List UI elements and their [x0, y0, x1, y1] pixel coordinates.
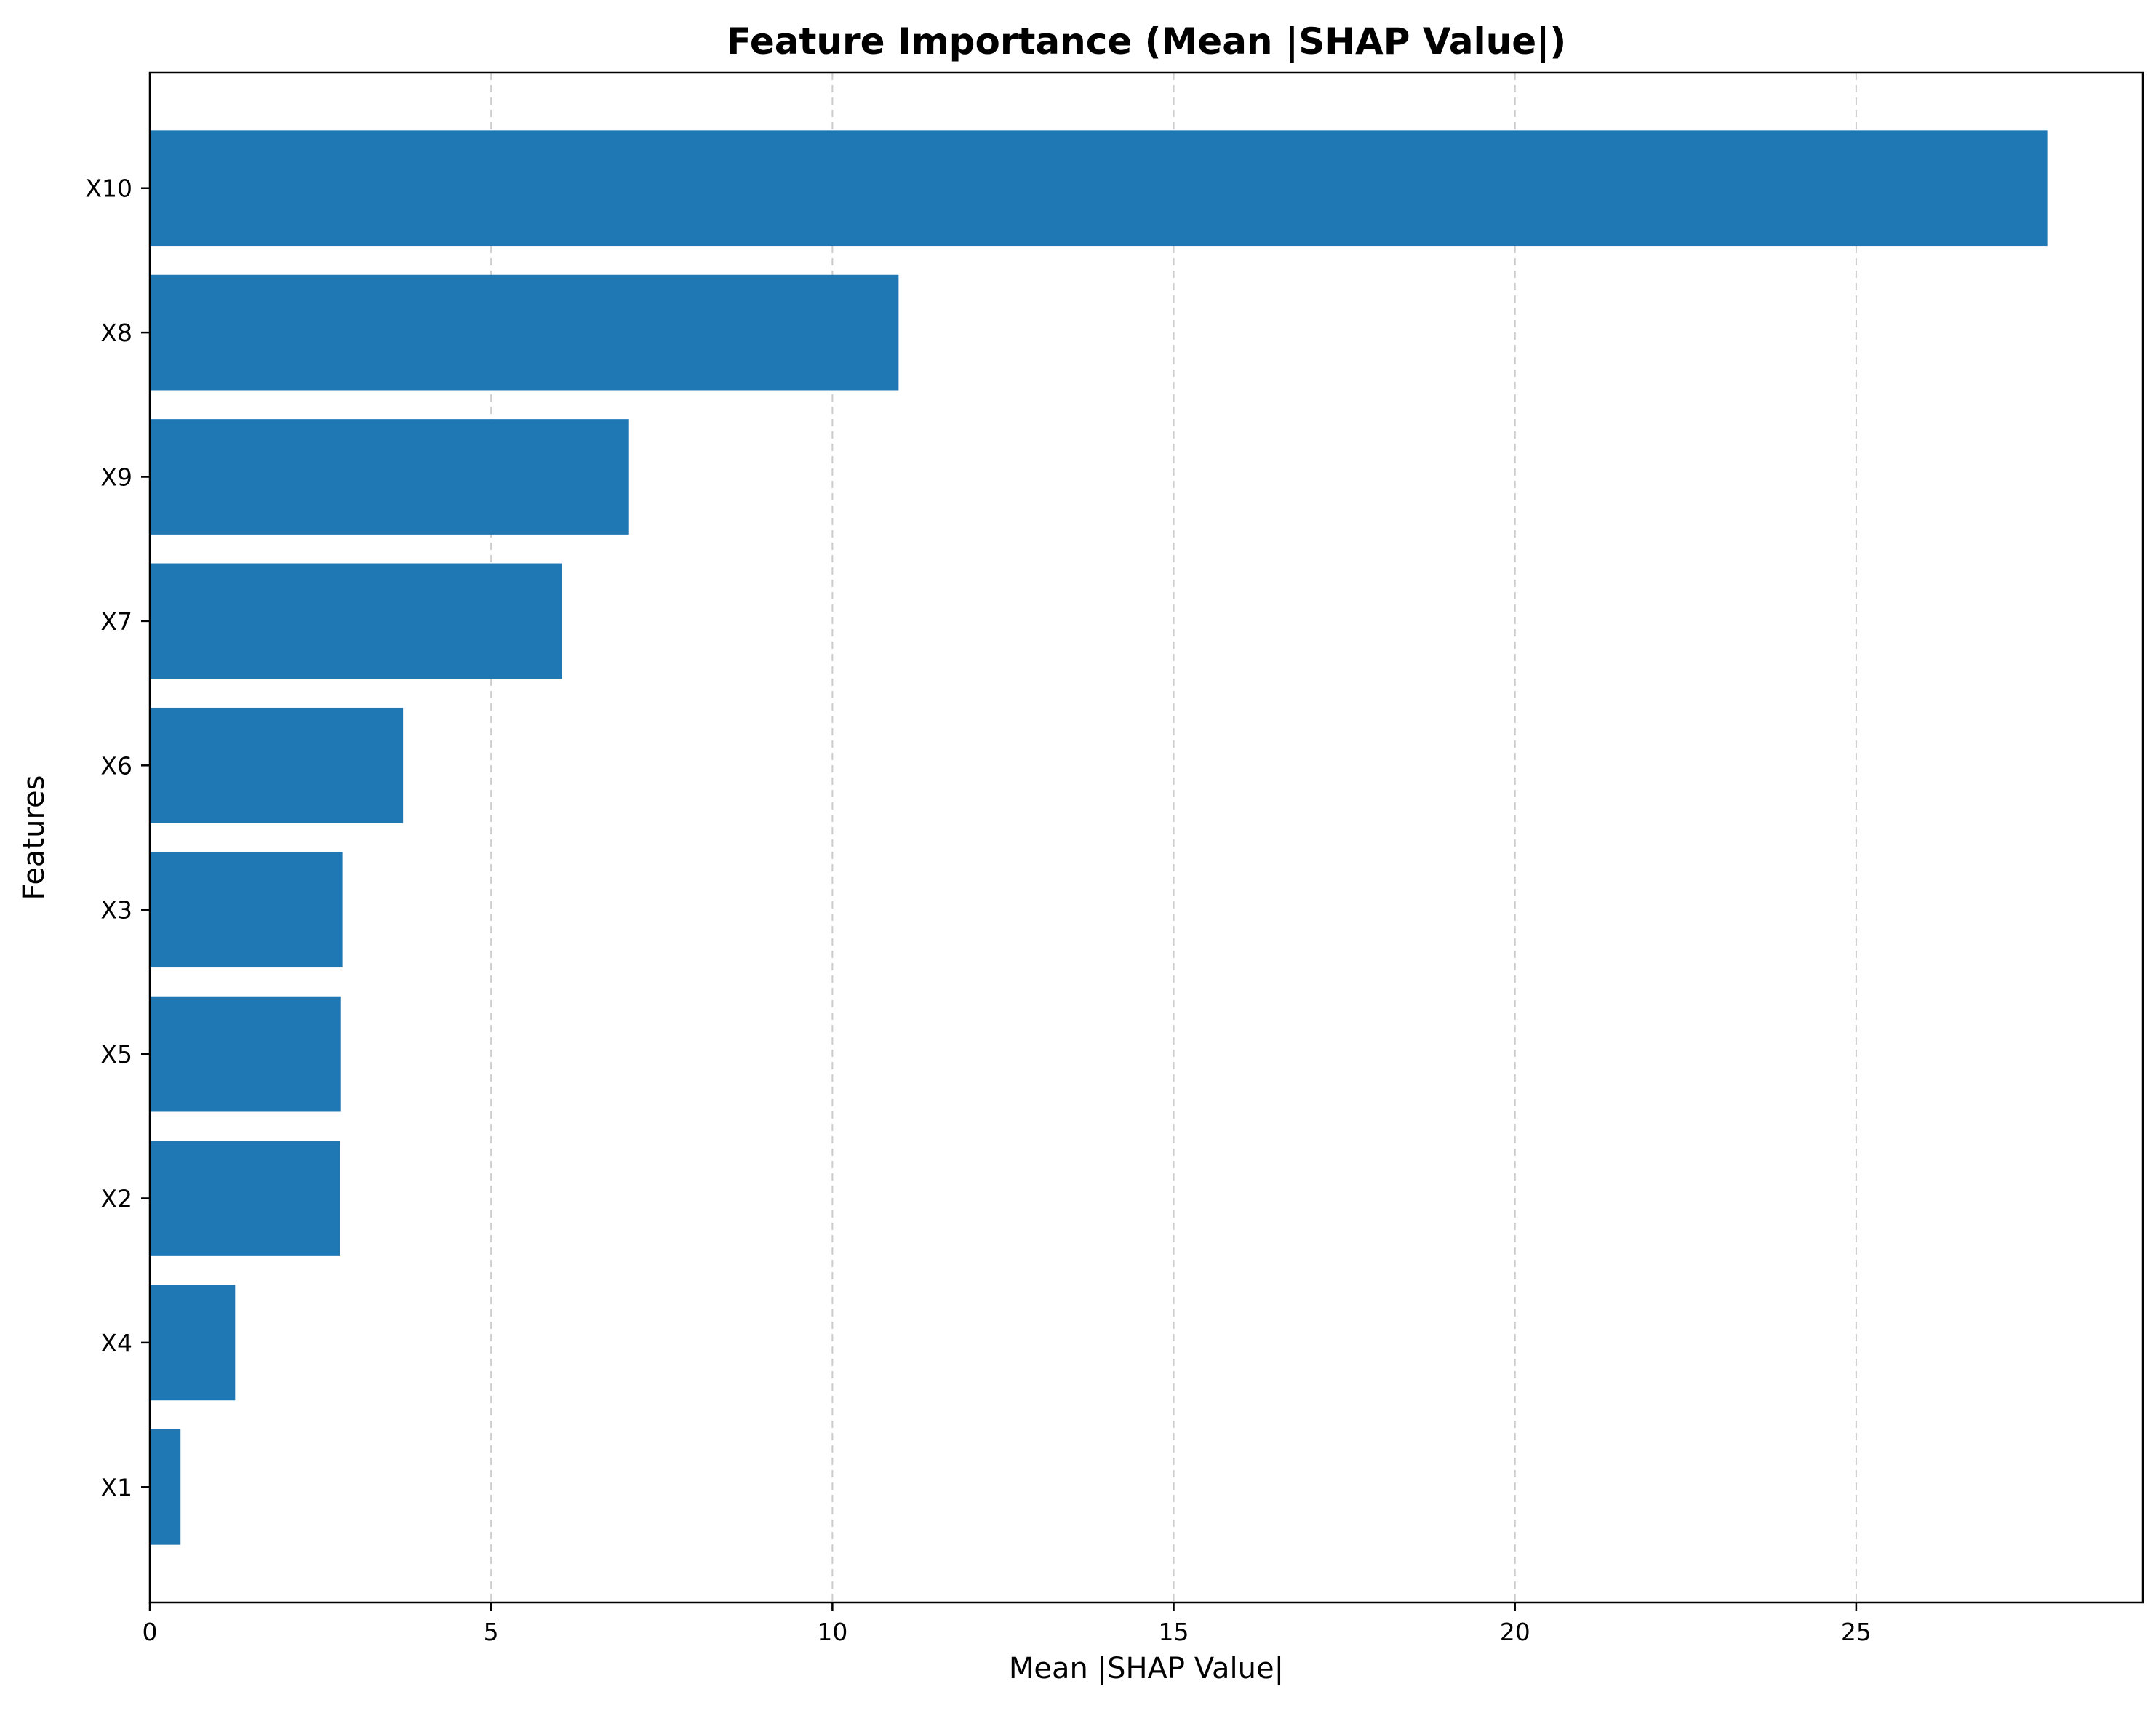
y-tick-label-x6: X6	[100, 751, 132, 780]
bar-x9	[150, 419, 629, 535]
bar-x6	[150, 707, 404, 823]
y-tick-label-x4: X4	[100, 1329, 132, 1357]
y-tick-label-x5: X5	[100, 1040, 132, 1069]
y-axis-label: Features	[17, 775, 51, 901]
x-axis-label: Mean |SHAP Value|	[1009, 1652, 1284, 1685]
x-tick-label: 20	[1500, 1618, 1530, 1646]
bar-x8	[150, 274, 899, 391]
y-tick-label-x1: X1	[100, 1473, 132, 1501]
x-tick-label: 5	[484, 1618, 499, 1646]
bar-x4	[150, 1285, 236, 1401]
y-tick-label-x9: X9	[100, 463, 132, 492]
y-tick-label-x8: X8	[100, 319, 132, 347]
x-tick-label: 10	[817, 1618, 847, 1646]
x-tick-label: 25	[1841, 1618, 1872, 1646]
y-tick-label-x10: X10	[85, 175, 132, 203]
bar-x5	[150, 996, 341, 1112]
y-axis-ticks: X10 X8 X9 X7 X6 X3 X5 X2 X4 X1	[85, 175, 150, 1501]
x-axis-ticks: 0 5 10 15 20 25	[143, 1602, 1872, 1646]
x-tick-label: 15	[1159, 1618, 1189, 1646]
bar-x10	[150, 130, 2048, 247]
bar-x3	[150, 852, 343, 968]
plot-frame	[148, 71, 2144, 1604]
bars	[150, 130, 2048, 1545]
bar-x1	[150, 1429, 181, 1545]
x-tick-label: 0	[143, 1618, 158, 1646]
grid-lines	[490, 73, 1857, 1602]
chart-title: Feature Importance (Mean |SHAP Value|)	[727, 20, 1567, 63]
y-tick-label-x3: X3	[100, 896, 132, 925]
bar-x2	[150, 1141, 340, 1256]
y-tick-label-x2: X2	[100, 1184, 132, 1213]
bar-x7	[150, 563, 562, 679]
y-tick-label-x7: X7	[100, 607, 132, 636]
